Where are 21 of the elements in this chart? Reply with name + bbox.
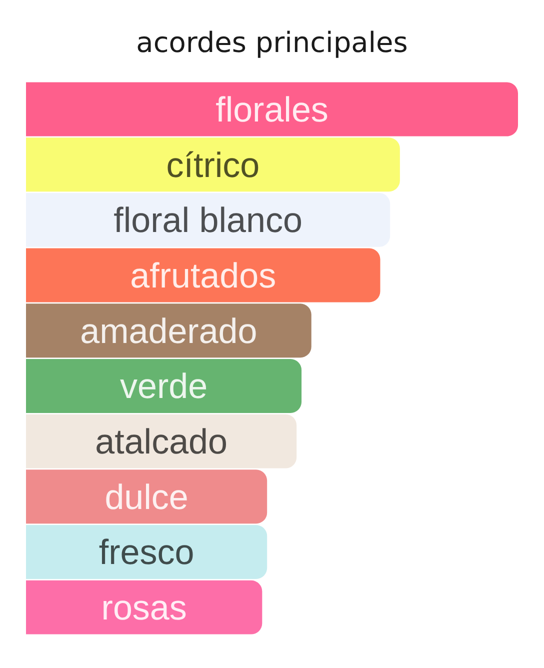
y-tick-label: floral blanco (114, 201, 302, 240)
bar (26, 192, 390, 247)
y-tick-label: atalcado (95, 422, 228, 462)
chart-title: acordes principales (136, 26, 408, 60)
y-tick-label: cítrico (166, 146, 260, 185)
bar (26, 248, 380, 302)
bar (26, 304, 312, 358)
y-tick-label: florales (216, 90, 328, 130)
y-tick-label: afrutados (130, 256, 276, 296)
y-tick-label: rosas (101, 588, 187, 628)
y-tick-label: amaderado (80, 312, 258, 351)
bar (26, 414, 297, 468)
y-tick-label: dulce (104, 478, 188, 517)
bar (26, 358, 302, 413)
bar (26, 580, 262, 634)
bar (26, 525, 268, 579)
y-tick-label: verde (120, 367, 208, 406)
bar (26, 82, 518, 136)
bar (26, 470, 268, 524)
y-tick-label: fresco (98, 533, 194, 572)
bar (26, 138, 400, 192)
